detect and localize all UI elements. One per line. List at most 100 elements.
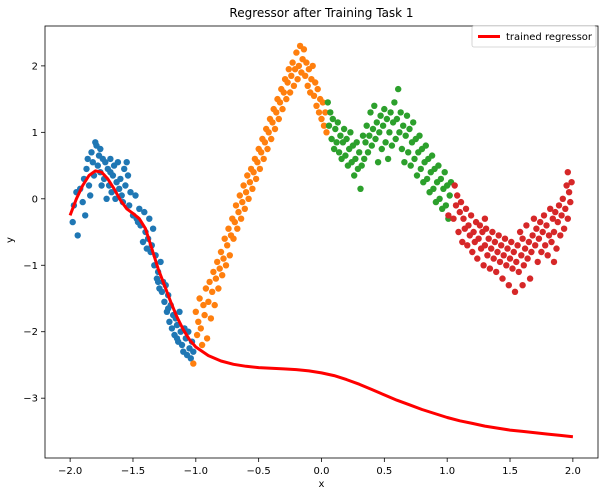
scatter-point [232,202,240,209]
scatter-point [511,288,519,295]
scatter-point [200,301,207,309]
scatter-point [108,189,115,196]
scatter-point [435,162,442,169]
scatter-point [193,331,201,339]
scatter-point [231,218,238,226]
scatter-point [485,235,492,242]
scatter-point [442,202,450,209]
scatter-point [79,198,86,206]
scatter-point [450,215,457,222]
scatter-point [192,308,199,315]
scatter-point [516,228,524,236]
y-tick-label: 2 [32,61,38,72]
scatter-point [318,115,325,123]
scatter-point [395,85,402,93]
scatter-point [501,235,509,242]
scatter-point [335,149,343,156]
scatter-point [325,122,333,129]
scatter-point [417,165,424,173]
scatter-point [122,182,129,189]
scatter-point [564,169,571,176]
scatter-point [532,242,539,249]
scatter-point [201,311,208,319]
scatter-point [493,268,500,276]
scatter-point [84,155,91,163]
scatter-point [69,218,76,226]
scatter-point [537,218,544,226]
scatter-point [422,142,429,149]
scatter-point [378,145,385,153]
scatter-point [254,159,261,166]
scatter-point [221,235,228,242]
scatter-point [519,235,526,242]
scatter-point [271,125,279,133]
scatter-point [256,165,264,173]
scatter-point [510,248,517,256]
scatter-point [260,155,267,163]
scatter-point [280,89,287,96]
scatter-point [482,225,490,232]
scatter-point [112,195,119,202]
scatter-point [364,149,372,156]
scatter-point [107,155,114,163]
scatter-point [470,228,477,236]
legend: trained regressor [471,25,597,48]
scatter-point [245,195,252,202]
y-axis: −3 −2 −1 0 1 2 [23,61,45,405]
scatter-point [372,135,379,143]
scatter-point [462,205,470,212]
scatter-point [230,235,237,242]
scatter-point [496,258,504,266]
scatter-point [445,212,452,219]
scatter-point [329,115,336,123]
scatter-point [371,102,378,110]
scatter-point [279,105,286,113]
scatter-point [343,135,350,143]
scatter-point [158,288,166,295]
scatter-point [456,208,463,216]
scatter-point [474,255,481,262]
scatter-series-3 [324,85,455,222]
scatter-point [411,155,418,163]
scatter-point [176,308,183,315]
scatter-point [252,175,260,183]
scatter-point [393,115,401,123]
scatter-point [337,132,344,139]
x-tick-label: 0.5 [376,466,392,477]
y-tick-label: 1 [32,128,38,139]
scatter-point [242,189,250,196]
scatter-point [565,189,573,196]
scatter-point [319,99,326,106]
scatter-point [117,175,124,183]
scatter-point [525,238,533,246]
scatter-point [357,185,364,192]
scatter-point [107,169,114,176]
scatter-point [312,79,319,86]
scatter-point [143,245,150,252]
scatter-point [367,109,374,116]
scatter-point [340,125,348,133]
scatter-point [206,278,213,286]
scatter-point [268,135,275,143]
scatter-point [465,222,472,229]
scatter-point [293,49,300,56]
scatter-point [441,169,448,176]
scatter-point [402,132,409,139]
scatter-point [544,252,551,259]
scatter-point [239,198,246,206]
scatter-point [553,245,560,252]
scatter-point [476,222,484,229]
scatter-point [324,99,331,106]
scatter-point [103,195,110,202]
scatter-point [87,192,94,199]
scatter-point [88,149,95,156]
scatter-point [141,208,148,216]
scatter-point [369,125,377,133]
plot-area [68,42,575,439]
scatter-point [407,162,414,169]
scatter-point [397,109,404,116]
scatter-point [515,268,522,276]
scatter-point [249,185,256,192]
scatter-point [376,129,383,136]
